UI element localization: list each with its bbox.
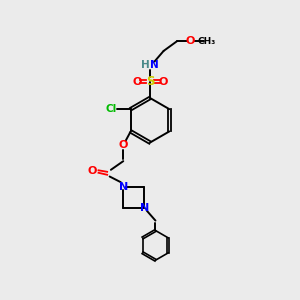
Text: CH₃: CH₃ — [198, 37, 216, 46]
Text: O: O — [158, 77, 168, 87]
Text: Cl: Cl — [105, 104, 116, 114]
Text: O: O — [118, 140, 128, 150]
Text: N: N — [140, 203, 149, 213]
Text: S: S — [146, 75, 154, 88]
Text: H: H — [141, 59, 150, 70]
Text: N: N — [118, 182, 128, 192]
Text: N: N — [150, 59, 159, 70]
Text: O: O — [185, 36, 195, 46]
Text: O: O — [132, 77, 142, 87]
Text: O: O — [88, 166, 97, 176]
